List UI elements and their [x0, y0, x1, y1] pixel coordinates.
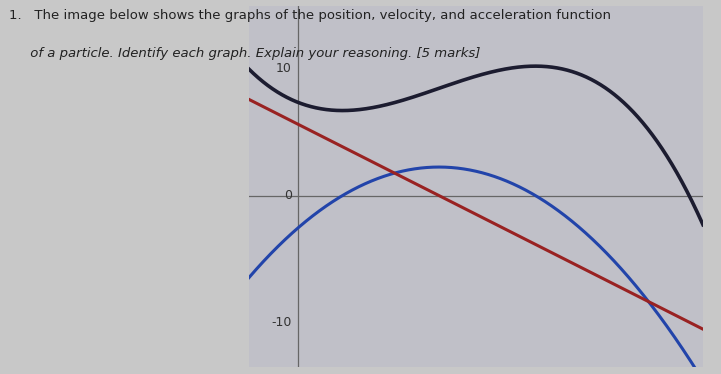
Text: 1.   The image below shows the graphs of the position, velocity, and acceleratio: 1. The image below shows the graphs of t… — [9, 9, 611, 22]
Text: 0: 0 — [283, 189, 292, 202]
Text: of a particle. Identify each graph. Explain your reasoning. [5 marks]: of a particle. Identify each graph. Expl… — [9, 47, 480, 60]
Text: -10: -10 — [271, 316, 292, 329]
Text: 10: 10 — [276, 62, 292, 76]
